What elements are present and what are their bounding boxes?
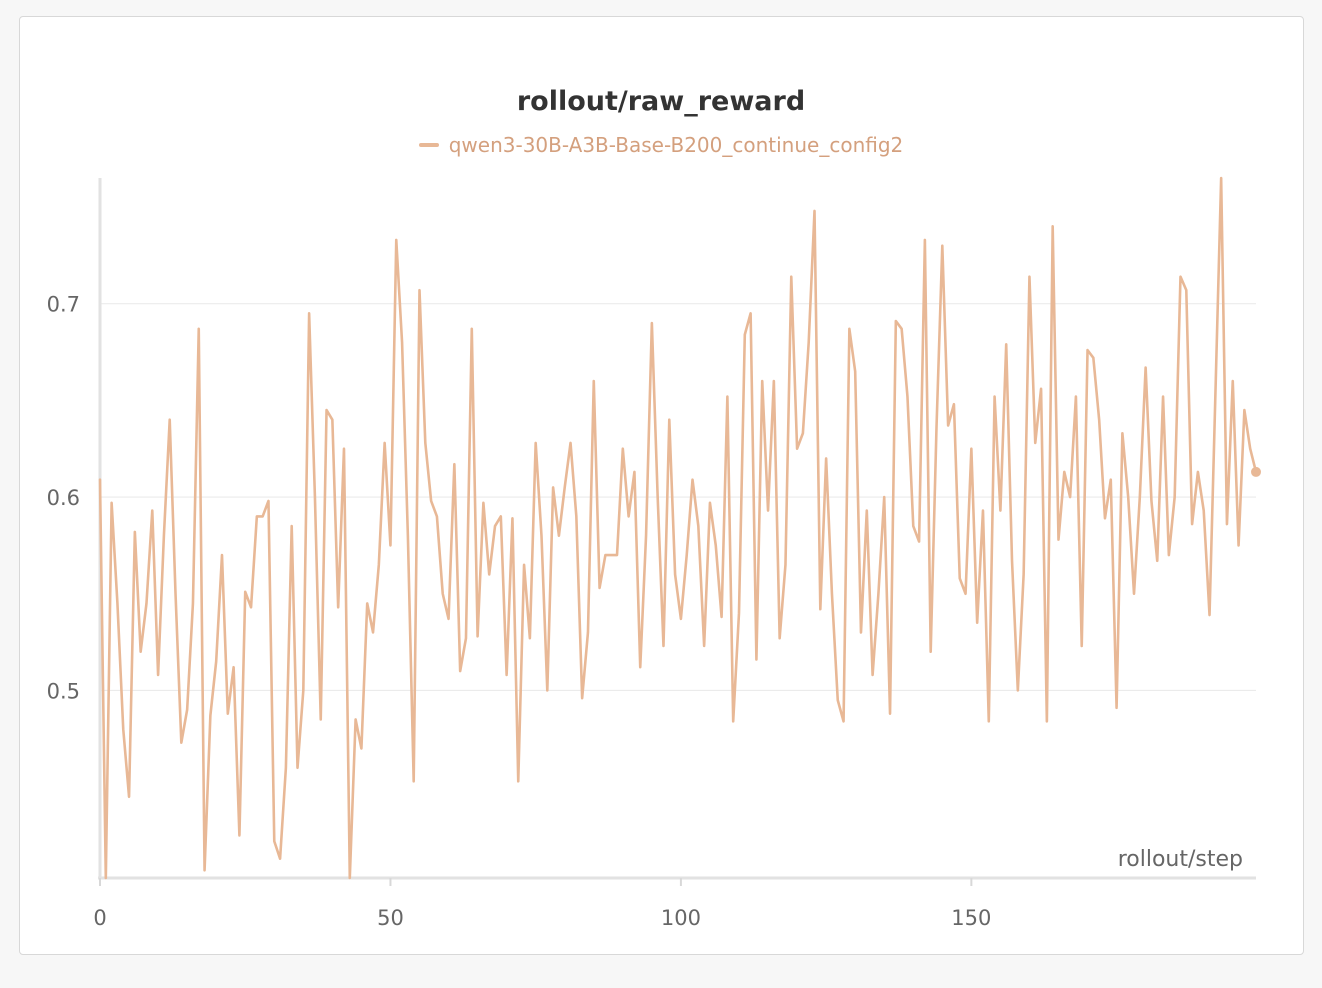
chart-panel (19, 16, 1304, 955)
x-axis-title: rollout/step (1118, 847, 1243, 872)
legend[interactable]: qwen3-30B-A3B-Base-B200_continue_config2 (0, 133, 1322, 157)
legend-label: qwen3-30B-A3B-Base-B200_continue_config2 (448, 133, 904, 157)
legend-swatch (418, 143, 439, 147)
x-tick-label: 150 (951, 906, 991, 930)
series-line (98, 176, 1258, 880)
chart-title: rollout/raw_reward (516, 86, 806, 117)
x-tick-label: 50 (377, 906, 404, 930)
x-tick-label: 0 (93, 906, 106, 930)
y-tick-label: 0.6 (47, 486, 80, 510)
x-tick-label: 100 (661, 906, 701, 930)
y-tick-label: 0.7 (47, 293, 80, 317)
y-tick-label: 0.5 (47, 679, 80, 703)
series-endpoint (1251, 466, 1261, 477)
